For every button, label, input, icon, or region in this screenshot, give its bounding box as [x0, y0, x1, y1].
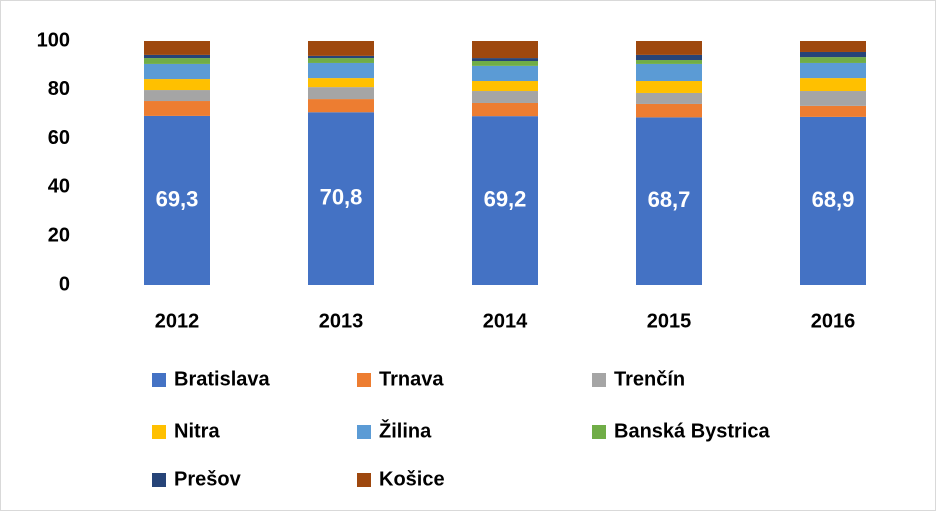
bar-segment [472, 65, 538, 82]
bar-segment [144, 101, 210, 116]
bar-segment [308, 55, 374, 59]
bar-segment [636, 41, 702, 55]
data-label: 68,7 [648, 187, 691, 212]
bar-segment [308, 62, 374, 79]
bar-segment [800, 105, 866, 117]
bar-segment [800, 91, 866, 106]
bar-segment [144, 63, 210, 80]
legend-label: Nitra [174, 420, 220, 442]
legend-label: Žilina [379, 418, 432, 442]
legend-label: Banská Bystrica [614, 420, 771, 442]
legend-swatch [357, 473, 371, 487]
bar-segment [472, 102, 538, 117]
x-tick-label: 2016 [811, 310, 856, 332]
bar-segment [636, 60, 702, 64]
bar-segment [308, 112, 374, 285]
bar-segment [800, 41, 866, 52]
legend-swatch [152, 373, 166, 387]
legend-swatch [152, 425, 166, 439]
bar-segment [636, 103, 702, 118]
bar-segment [308, 78, 374, 88]
bar-segment [144, 54, 210, 59]
legend-label: Bratislava [174, 368, 270, 390]
data-label: 69,2 [484, 186, 527, 211]
bar-segment [144, 115, 210, 286]
bar-segment [636, 81, 702, 93]
y-tick-label: 0 [59, 273, 70, 295]
x-tick-label: 2013 [319, 310, 364, 332]
y-tick-label: 80 [48, 78, 70, 100]
data-label: 68,9 [812, 187, 855, 212]
x-tick-label: 2012 [155, 310, 200, 332]
bar-segment [472, 81, 538, 92]
legend-label: Prešov [174, 468, 242, 490]
legend-swatch [592, 373, 606, 387]
x-tick-label: 2014 [483, 310, 528, 332]
bar-segment [800, 116, 866, 285]
bar-segment [472, 116, 538, 285]
bar-segment [636, 117, 702, 285]
bar-segment [800, 62, 866, 79]
bar-segment [144, 79, 210, 91]
bar-segment [636, 63, 702, 82]
bar-segment [308, 41, 374, 56]
y-tick-label: 60 [48, 127, 70, 149]
legend-swatch [357, 373, 371, 387]
bar-segment [472, 61, 538, 66]
legend-label: Košice [379, 468, 445, 490]
bar-segment [144, 41, 210, 55]
bar-segment [800, 78, 866, 92]
bar-segment [472, 41, 538, 59]
bar-segment [144, 90, 210, 102]
bar-segment [636, 54, 702, 61]
x-tick-label: 2015 [647, 310, 692, 332]
data-label: 69,3 [156, 186, 199, 211]
y-tick-label: 20 [48, 224, 70, 246]
bar-segment [308, 99, 374, 113]
y-tick-label: 40 [48, 176, 70, 198]
bar-segment [472, 91, 538, 103]
data-label: 70,8 [320, 184, 363, 209]
bar-segment [308, 87, 374, 100]
bar-segment [308, 58, 374, 63]
bar-segment [472, 58, 538, 62]
legend-swatch [152, 473, 166, 487]
y-tick-label: 100 [37, 29, 70, 51]
bar-segment [144, 58, 210, 64]
legend-label: Trenčín [614, 368, 685, 390]
bar-segment [636, 92, 702, 104]
bar-segment [800, 51, 866, 58]
bar-segment [800, 57, 866, 63]
legend-swatch [357, 425, 371, 439]
legend-swatch [592, 425, 606, 439]
legend-label: Trnava [379, 368, 444, 390]
